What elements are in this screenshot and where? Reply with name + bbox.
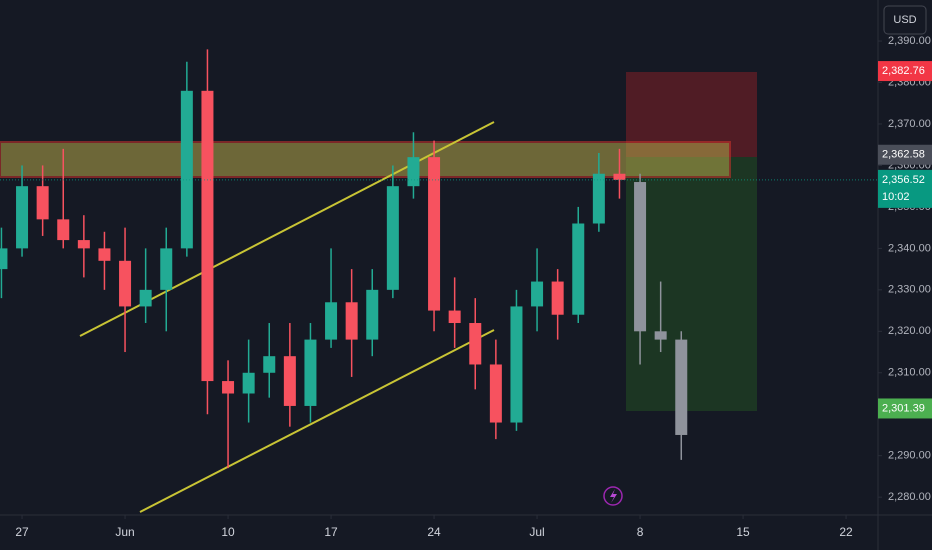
candle-body bbox=[428, 157, 441, 311]
events-icon[interactable] bbox=[603, 486, 623, 506]
y-tick-label: 2,340.00 bbox=[888, 242, 931, 254]
candle-body bbox=[222, 381, 235, 394]
x-tick-label: Jul bbox=[529, 525, 544, 539]
y-tick-label: 2,290.00 bbox=[888, 450, 931, 462]
candle-body bbox=[242, 372, 255, 394]
candle-body bbox=[448, 310, 461, 324]
resistance-zone bbox=[0, 141, 731, 178]
price-tag-label: 2,382.76 bbox=[882, 65, 925, 77]
candle-body bbox=[345, 302, 358, 340]
candle-body bbox=[160, 248, 173, 290]
channel-lower bbox=[139, 329, 495, 513]
x-tick-label: 17 bbox=[324, 525, 338, 539]
price-tag bbox=[878, 169, 932, 208]
candle-body bbox=[469, 323, 482, 365]
x-tick-label: Jun bbox=[115, 525, 134, 539]
candle-body bbox=[510, 306, 523, 423]
candle-body bbox=[489, 364, 502, 423]
candle-body bbox=[36, 186, 49, 220]
candle-body bbox=[98, 248, 111, 261]
candle-body bbox=[57, 219, 70, 241]
plot-area bbox=[0, 49, 757, 513]
candle-body bbox=[16, 186, 29, 249]
candle-body bbox=[325, 302, 338, 340]
candle-body bbox=[407, 157, 420, 187]
y-tick-label: 2,310.00 bbox=[888, 367, 931, 379]
candle-body bbox=[304, 339, 317, 406]
price-tag-label: 2,356.52 bbox=[882, 174, 925, 186]
x-tick-label: 22 bbox=[839, 525, 853, 539]
candle-body bbox=[180, 90, 193, 249]
candle-body bbox=[634, 182, 647, 332]
x-tick-label: 8 bbox=[637, 525, 644, 539]
candle-body bbox=[531, 281, 544, 307]
candle-body bbox=[675, 339, 688, 435]
candle-body bbox=[551, 281, 564, 315]
candle-body bbox=[654, 331, 667, 340]
y-tick-label: 2,280.00 bbox=[888, 491, 931, 503]
candle-body bbox=[119, 260, 132, 307]
y-tick-label: 2,370.00 bbox=[888, 118, 931, 130]
candle-body bbox=[386, 186, 399, 290]
y-tick-label: 2,320.00 bbox=[888, 325, 931, 337]
x-tick-label: 15 bbox=[736, 525, 750, 539]
candle-body bbox=[201, 90, 214, 382]
candle-body bbox=[592, 173, 605, 224]
x-tick-label: 10 bbox=[221, 525, 235, 539]
price-tag bbox=[878, 144, 932, 165]
price-tag bbox=[878, 398, 932, 419]
candle-body bbox=[77, 240, 90, 249]
currency-button[interactable] bbox=[883, 5, 927, 35]
price-countdown: 10:02 bbox=[882, 191, 910, 203]
y-tick-label: 2,390.00 bbox=[888, 35, 931, 47]
candle-body bbox=[263, 356, 276, 373]
candle-body bbox=[366, 289, 379, 340]
price-tag-label: 2,301.39 bbox=[882, 402, 925, 414]
x-tick-label: 24 bbox=[427, 525, 441, 539]
target-zone bbox=[626, 157, 757, 411]
candle-body bbox=[139, 289, 152, 307]
candle-body bbox=[283, 356, 296, 406]
x-tick-label: 27 bbox=[15, 525, 29, 539]
events-bolt bbox=[610, 489, 617, 503]
price-tag-label: 2,362.58 bbox=[882, 149, 925, 161]
currency-label: USD bbox=[893, 14, 916, 26]
candle-body bbox=[572, 223, 585, 315]
candle-body bbox=[613, 173, 626, 180]
price-tag bbox=[878, 61, 932, 82]
y-tick-label: 2,330.00 bbox=[888, 284, 931, 296]
candle-body bbox=[0, 248, 8, 270]
